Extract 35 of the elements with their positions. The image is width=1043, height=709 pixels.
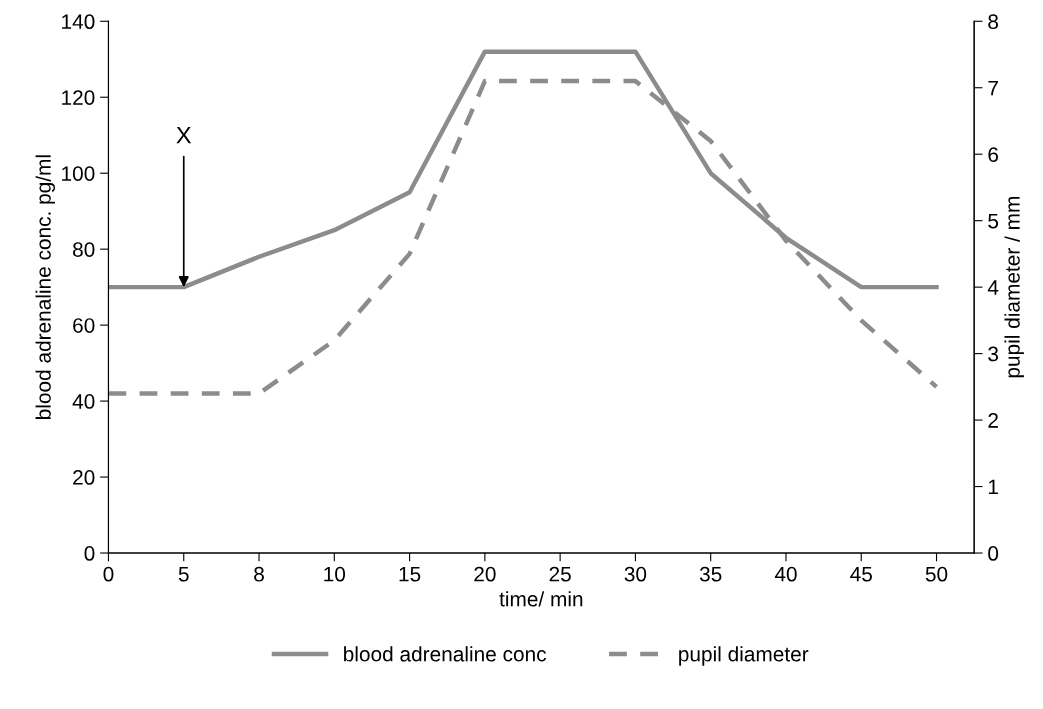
x-tick-label: 50 <box>925 566 948 582</box>
x-axis-title: time/ min <box>499 591 583 607</box>
x-tick-label: 35 <box>699 566 722 582</box>
y-tick-label: 40 <box>72 394 95 409</box>
y2-tick-label: 7 <box>988 80 998 96</box>
y-tick-label: 120 <box>62 90 95 105</box>
y-axis-title: blood adrenaline conc. pg/ml <box>35 155 55 419</box>
x-tick-label: 30 <box>624 566 647 582</box>
x-tick-label: 8 <box>254 566 264 582</box>
x-tick-label: 15 <box>399 566 421 582</box>
y2-tick-label: 2 <box>988 413 998 428</box>
x-tick-label: 0 <box>103 566 114 582</box>
x-tick-label: 45 <box>850 566 872 582</box>
y-tick-label: 80 <box>73 242 95 257</box>
y2-tick-label: 8 <box>988 14 999 30</box>
x-tick-label: 20 <box>474 566 496 582</box>
y-tick-label: 100 <box>62 166 95 181</box>
legend-label: blood adrenaline conc <box>344 646 547 662</box>
y-tick-label: 0 <box>84 546 95 561</box>
y-tick-label: 20 <box>73 470 95 485</box>
y2-tick-label: 3 <box>988 346 999 362</box>
x-tick-label: 25 <box>549 566 571 582</box>
y2-tick-label: 4 <box>987 280 999 295</box>
y2-tick-label: 5 <box>988 213 999 229</box>
legend-label: pupil diameter <box>679 646 809 666</box>
x-tick-label: 40 <box>774 566 797 582</box>
y-tick-label: 60 <box>73 318 95 333</box>
y2-tick-label: 6 <box>988 147 999 162</box>
annotation: X <box>176 127 192 144</box>
x-tick-label: 5 <box>178 566 189 582</box>
y2-axis-title: pupil diameter / mm <box>1004 197 1024 378</box>
x-tick-label: 10 <box>324 566 346 582</box>
y2-tick-label: 1 <box>988 479 998 495</box>
y-tick-label: 140 <box>62 14 95 30</box>
y2-tick-label: 0 <box>988 546 999 561</box>
